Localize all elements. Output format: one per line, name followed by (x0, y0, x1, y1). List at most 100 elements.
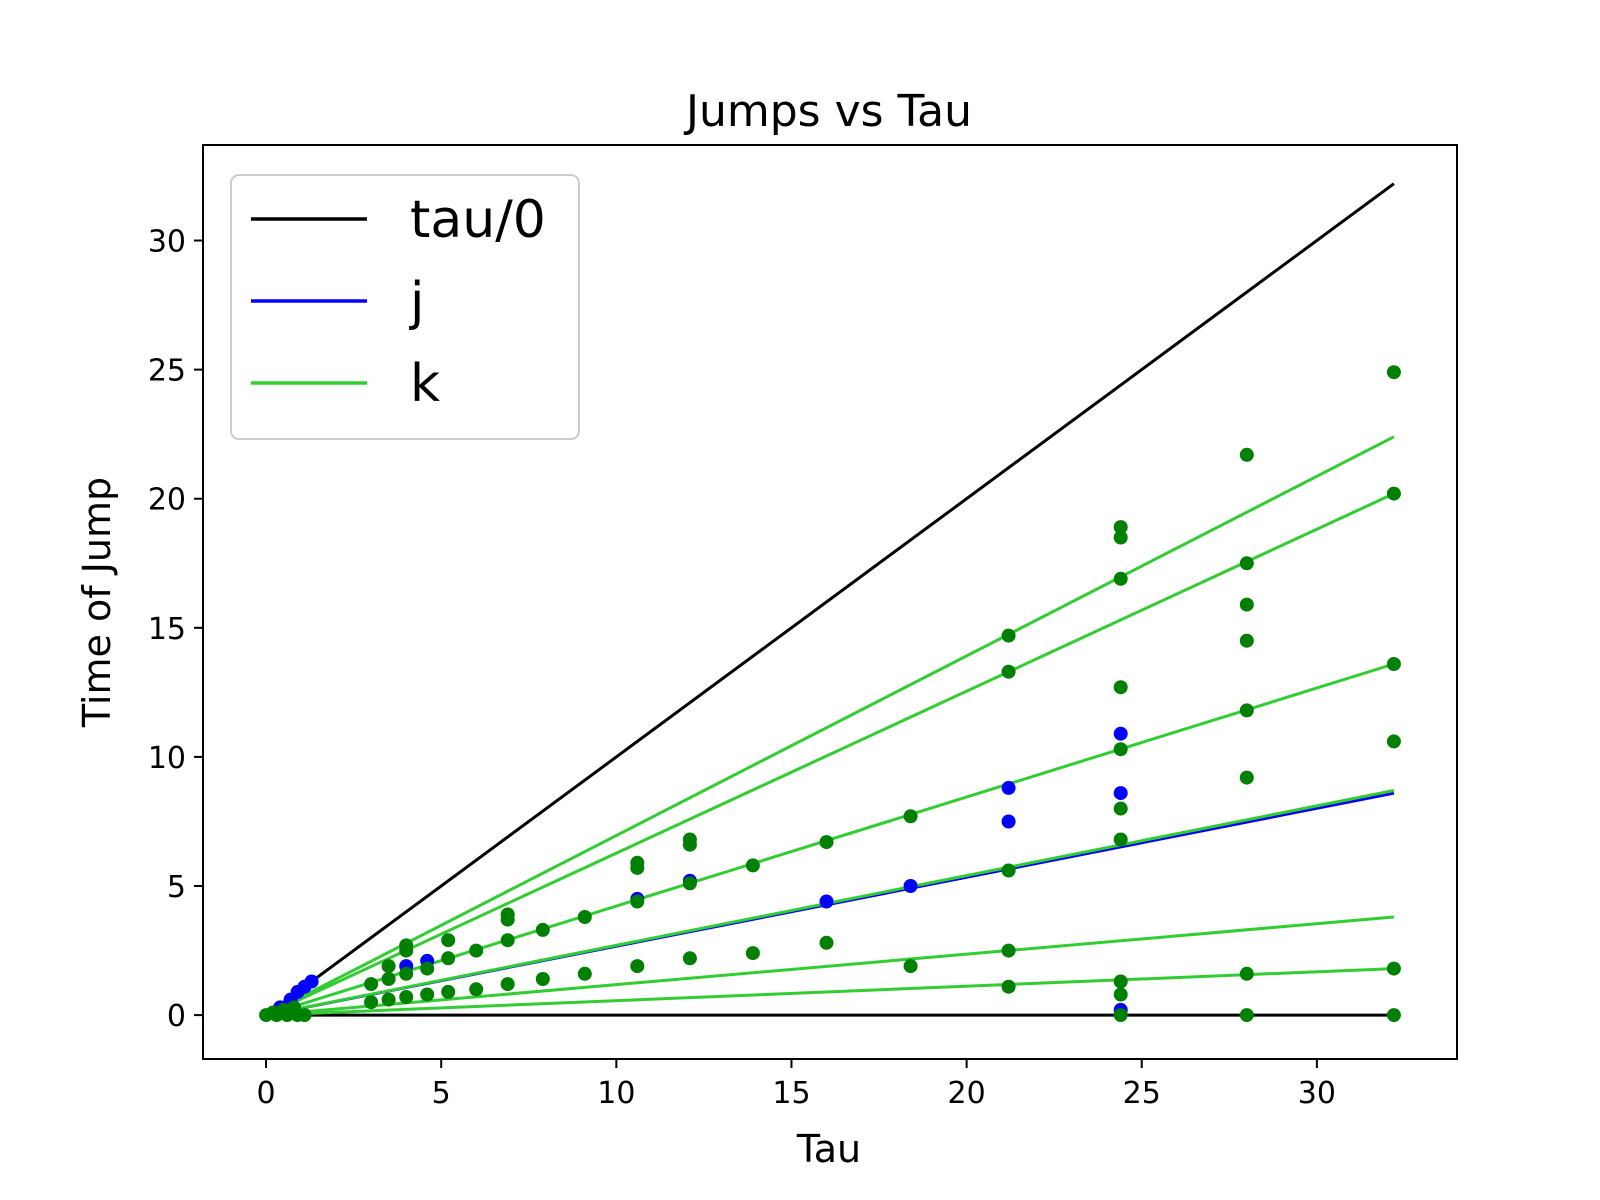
point-k-43 (819, 935, 834, 950)
x-axis-label: Tau (796, 1127, 861, 1171)
point-k-15 (399, 966, 414, 981)
y-axis-ticks: 0 5 10 15 20 25 30 (148, 225, 203, 1034)
point-k-64 (1239, 633, 1254, 648)
point-k-35 (630, 959, 645, 974)
point-k-19 (441, 933, 456, 948)
y-tick-label-5: 5 (167, 870, 186, 905)
point-k-63 (1239, 597, 1254, 612)
point-k-10 (381, 959, 396, 974)
legend: tau/0 jk (230, 174, 580, 440)
series-line-k-4 (265, 492, 1395, 1017)
point-k-42 (819, 835, 834, 850)
x-axis-ticks: 0 5 10 15 20 25 30 (257, 1059, 1336, 1111)
point-k-52 (1113, 530, 1128, 545)
point-k-12 (381, 992, 396, 1007)
point-k-53 (1113, 571, 1128, 586)
x-tick-label-25: 25 (1123, 1076, 1161, 1111)
point-k-8 (364, 977, 379, 992)
point-k-58 (1113, 974, 1128, 989)
x-tick-label-30: 30 (1298, 1076, 1336, 1111)
point-k-51 (1113, 520, 1128, 535)
point-k-44 (903, 809, 918, 824)
point-j-13 (1113, 726, 1128, 741)
point-k-21 (441, 984, 456, 999)
point-k-50 (1001, 979, 1016, 994)
series-line-k-8 (266, 967, 1394, 1017)
point-k-31 (577, 966, 592, 981)
point-k-16 (399, 990, 414, 1004)
point-k-62 (1239, 556, 1254, 571)
series-line-tau0-0 (265, 182, 1395, 1017)
point-k-6 (276, 1002, 291, 1017)
point-k-74 (1386, 1008, 1401, 1023)
legend-label-2: k (410, 354, 440, 414)
point-k-4 (297, 1008, 312, 1023)
point-k-55 (1113, 742, 1128, 757)
point-k-5 (266, 1005, 281, 1020)
series-line-k-7 (265, 915, 1395, 1017)
x-tick-label-10: 10 (597, 1076, 635, 1111)
point-j-4 (304, 974, 319, 989)
legend-label-0: tau/0 (410, 190, 546, 250)
point-k-9 (364, 995, 379, 1010)
point-k-17 (420, 961, 435, 976)
chart-title: Jumps vs Tau (683, 86, 972, 137)
point-k-27 (500, 977, 515, 992)
point-k-66 (1239, 770, 1254, 785)
x-tick-label-20: 20 (948, 1076, 986, 1111)
point-k-7 (287, 1000, 302, 1015)
point-k-41 (745, 946, 760, 961)
point-k-73 (1386, 961, 1401, 976)
point-k-68 (1239, 1008, 1254, 1023)
y-tick-label-0: 0 (167, 999, 186, 1034)
point-k-48 (1001, 863, 1016, 878)
point-k-65 (1239, 703, 1254, 718)
point-k-56 (1113, 801, 1128, 816)
point-k-38 (682, 876, 697, 891)
plot-frame (202, 144, 1458, 1060)
point-k-11 (381, 972, 396, 986)
y-tick-label-25: 25 (148, 354, 186, 389)
point-k-22 (469, 943, 484, 958)
point-k-57 (1113, 832, 1128, 847)
point-k-46 (1001, 628, 1016, 643)
point-k-37 (682, 837, 697, 852)
point-k-28 (535, 922, 550, 937)
point-k-26 (500, 933, 515, 948)
point-k-59 (1113, 987, 1128, 1002)
x-tick-label-15: 15 (772, 1076, 810, 1111)
point-k-29 (535, 972, 550, 986)
x-tick-label-5: 5 (432, 1076, 451, 1111)
point-j-12 (1001, 814, 1016, 829)
point-k-71 (1386, 657, 1401, 671)
legend-box (230, 174, 580, 440)
point-k-18 (420, 987, 435, 1002)
series-line-k-3 (265, 435, 1395, 1017)
point-j-14 (1113, 786, 1128, 801)
point-k-47 (1001, 664, 1016, 679)
point-k-61 (1239, 447, 1254, 462)
point-k-72 (1386, 734, 1401, 749)
point-k-70 (1386, 486, 1401, 501)
point-k-20 (441, 951, 456, 966)
point-j-11 (1001, 780, 1016, 795)
y-tick-label-20: 20 (148, 483, 186, 518)
point-k-34 (630, 894, 645, 909)
point-k-39 (682, 951, 697, 966)
point-k-30 (577, 910, 592, 924)
point-k-60 (1113, 1008, 1128, 1023)
plot-area (202, 144, 1458, 1060)
points-layer (259, 365, 1401, 1023)
point-k-69 (1386, 365, 1401, 380)
point-k-67 (1239, 966, 1254, 981)
point-j-10 (903, 879, 918, 893)
y-tick-label-30: 30 (148, 225, 186, 260)
point-j-9 (819, 894, 834, 909)
point-k-40 (745, 858, 760, 873)
y-tick-label-15: 15 (148, 612, 186, 647)
legend-entries: tau/0 jk (251, 190, 546, 414)
point-k-49 (1001, 943, 1016, 958)
point-k-54 (1113, 680, 1128, 695)
y-tick-label-10: 10 (148, 741, 186, 776)
